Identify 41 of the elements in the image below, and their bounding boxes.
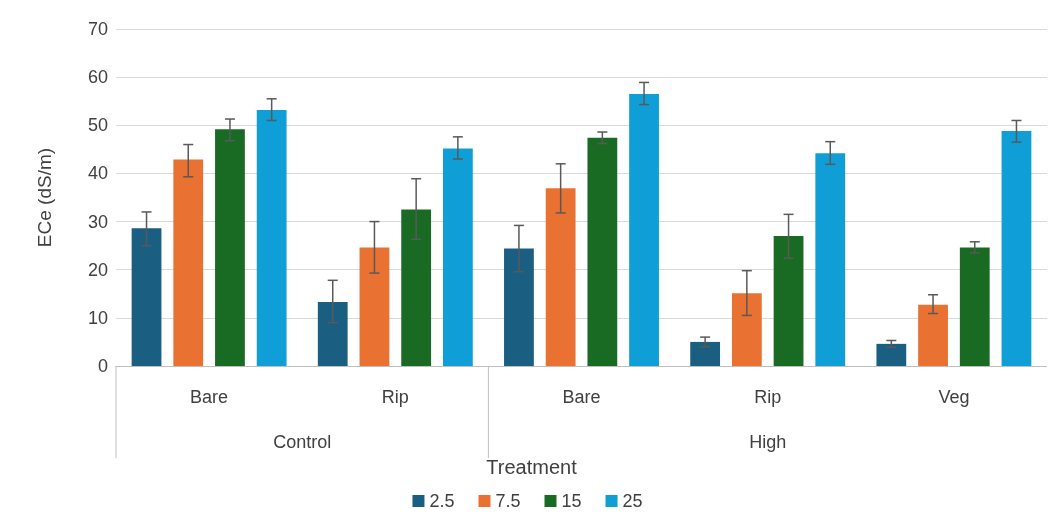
bar xyxy=(690,341,721,366)
bar xyxy=(629,93,659,366)
x-tick-label: Bare xyxy=(190,387,229,407)
x-axis-title: Treatment xyxy=(486,456,578,478)
x-tick-label: Rip xyxy=(381,387,409,407)
bar xyxy=(815,153,846,366)
legend-label: 2.5 xyxy=(429,491,455,511)
x-tick-label: Bare xyxy=(562,387,601,407)
text: High xyxy=(749,432,787,452)
bar xyxy=(918,304,948,366)
x-tick-label: Veg xyxy=(938,387,970,407)
y-tick-label: 50 xyxy=(87,115,108,136)
y-tick-label: 40 xyxy=(87,163,108,184)
bar xyxy=(1001,131,1032,366)
bar xyxy=(401,209,432,366)
bar xyxy=(876,343,907,366)
bar xyxy=(731,293,762,366)
legend-label: 7.5 xyxy=(495,491,521,511)
bar xyxy=(359,247,390,366)
y-axis-title: ECe (dS/m) xyxy=(34,147,55,248)
legend-label: 25 xyxy=(622,491,643,511)
bar xyxy=(504,248,534,366)
text: Control xyxy=(273,432,332,452)
bar xyxy=(587,137,618,366)
y-tick-label: 20 xyxy=(87,259,108,280)
bar xyxy=(545,188,576,366)
bar xyxy=(442,148,473,366)
y-tick-label: 60 xyxy=(87,67,108,88)
bar xyxy=(959,247,990,366)
bar xyxy=(131,228,162,366)
legend-label: 15 xyxy=(561,491,582,511)
bar xyxy=(173,159,204,366)
bar xyxy=(773,236,804,366)
y-tick-label: 30 xyxy=(87,211,108,232)
bar xyxy=(215,129,245,366)
y-tick-label: 0 xyxy=(97,356,108,376)
y-tick-label: 70 xyxy=(87,19,108,39)
y-tick-label: 10 xyxy=(87,307,108,328)
bar xyxy=(256,109,287,366)
x-tick-label: Rip xyxy=(754,387,782,407)
bar xyxy=(317,301,348,366)
